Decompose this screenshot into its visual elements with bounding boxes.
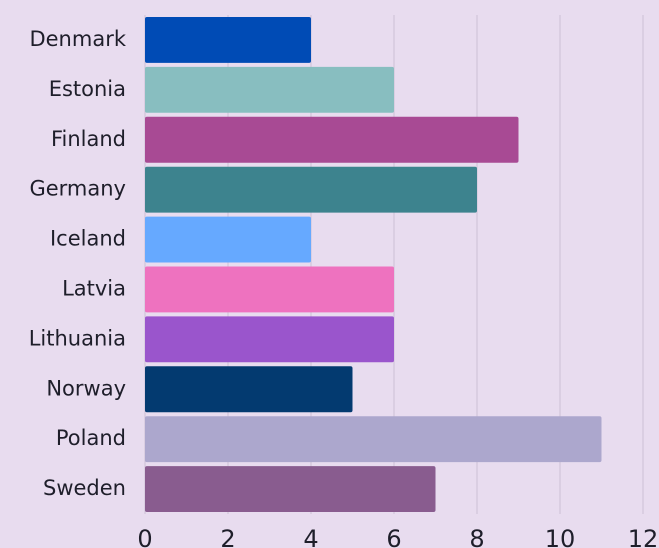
y-tick-label: Denmark — [29, 27, 126, 51]
bar — [145, 416, 602, 463]
bar — [145, 266, 394, 313]
bar — [145, 116, 519, 163]
x-tick-label: 4 — [303, 525, 318, 548]
bar — [145, 366, 353, 413]
y-tick-label: Estonia — [49, 77, 126, 101]
y-tick-label: Sweden — [43, 476, 126, 500]
y-tick-label: Germany — [29, 177, 126, 201]
x-tick-label: 6 — [386, 525, 401, 548]
bar — [145, 16, 311, 63]
y-tick-label: Poland — [56, 426, 126, 450]
y-tick-label: Latvia — [62, 276, 126, 300]
bar — [145, 466, 436, 513]
x-tick-label: 8 — [469, 525, 484, 548]
y-tick-label: Iceland — [50, 227, 126, 251]
y-tick-label: Norway — [46, 376, 126, 400]
bar — [145, 166, 477, 213]
x-tick-label: 2 — [220, 525, 235, 548]
bar — [145, 216, 311, 263]
x-tick-label: 12 — [628, 525, 659, 548]
x-tick-label: 0 — [137, 525, 152, 548]
bar — [145, 316, 394, 363]
y-tick-label: Finland — [51, 127, 126, 151]
y-tick-label: Lithuania — [29, 326, 126, 350]
bar — [145, 66, 394, 113]
x-tick-label: 10 — [545, 525, 576, 548]
